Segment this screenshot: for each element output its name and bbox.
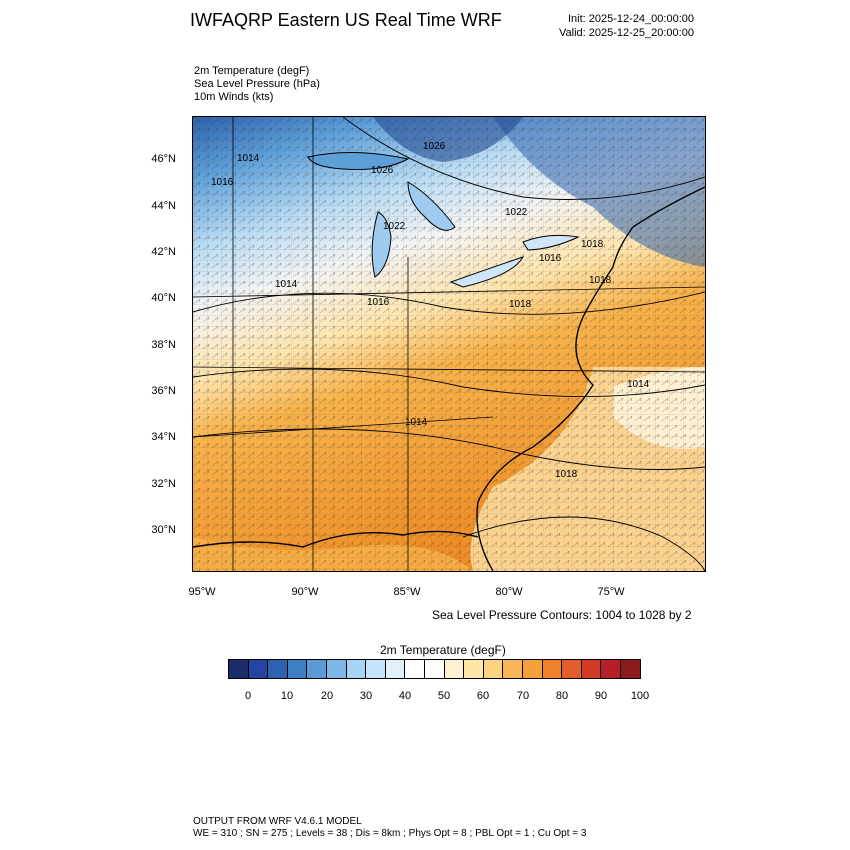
colorbar-label: 40 xyxy=(398,690,412,702)
colorbar-label: 70 xyxy=(516,690,530,702)
colorbar-swatch xyxy=(287,660,308,678)
colorbar-swatch xyxy=(366,660,386,678)
colorbar-swatch xyxy=(307,660,327,678)
colorbar-swatch xyxy=(346,660,367,678)
colorbar-swatch xyxy=(601,660,621,678)
colorbar-swatch xyxy=(620,660,641,678)
lat-label: 32°N xyxy=(151,478,176,490)
isobar-label: 1016 xyxy=(211,177,234,188)
colorbar xyxy=(228,659,642,679)
isobar-label: 1026 xyxy=(423,141,446,152)
colorbar-swatch xyxy=(229,660,249,678)
lat-label: 40°N xyxy=(151,292,176,304)
colorbar-label: 90 xyxy=(594,690,608,702)
colorbar-label: 20 xyxy=(320,690,334,702)
lon-label: 95°W xyxy=(188,586,216,598)
isobar-label: 1018 xyxy=(509,299,532,310)
colorbar-swatch xyxy=(248,660,269,678)
colorbar-swatch xyxy=(268,660,288,678)
colorbar-label: 80 xyxy=(555,690,569,702)
colorbar-label: 10 xyxy=(280,690,294,702)
isobar-label: 1016 xyxy=(539,253,562,264)
lat-label: 44°N xyxy=(151,200,176,212)
colorbar-label: 30 xyxy=(359,690,373,702)
isobar-label: 1016 xyxy=(367,297,390,308)
colorbar-swatch xyxy=(483,660,504,678)
valid-time: Valid: 2025-12-25_20:00:00 xyxy=(559,27,694,39)
isobar-label: 1014 xyxy=(275,279,298,290)
field-label-temperature: 2m Temperature (degF) xyxy=(194,65,310,77)
field-label-pressure: Sea Level Pressure (hPa) xyxy=(194,78,320,90)
colorbar-swatch xyxy=(424,660,445,678)
colorbar-label: 0 xyxy=(244,690,252,702)
isobar-label: 1022 xyxy=(505,207,528,218)
colorbar-label: 100 xyxy=(630,690,650,702)
isobar-label: 1014 xyxy=(405,417,428,428)
colorbar-swatch xyxy=(522,660,543,678)
lat-label: 34°N xyxy=(151,431,176,443)
lon-label: 80°W xyxy=(495,586,523,598)
isobar-label: 1014 xyxy=(627,379,650,390)
colorbar-swatch xyxy=(542,660,563,678)
colorbar-swatch xyxy=(444,660,465,678)
lat-label: 36°N xyxy=(151,385,176,397)
map-canvas xyxy=(192,116,706,572)
map-title: IWFAQRP Eastern US Real Time WRF xyxy=(190,10,502,30)
lon-label: 90°W xyxy=(291,586,319,598)
colorbar-swatch xyxy=(503,660,523,678)
isobar-label: 1018 xyxy=(589,275,612,286)
isobar-label: 1018 xyxy=(555,469,578,480)
model-config: WE = 310 ; SN = 275 ; Levels = 38 ; Dis … xyxy=(193,828,587,839)
init-time: Init: 2025-12-24_00:00:00 xyxy=(568,13,694,25)
colorbar-swatch xyxy=(581,660,602,678)
colorbar-label: 50 xyxy=(437,690,451,702)
isobar-label: 1022 xyxy=(383,221,406,232)
lat-label: 38°N xyxy=(151,339,176,351)
model-footer: OUTPUT FROM WRF V4.6.1 MODEL xyxy=(193,816,362,827)
colorbar-swatch xyxy=(562,660,582,678)
lat-label: 42°N xyxy=(151,246,176,258)
colorbar-swatch xyxy=(385,660,406,678)
weather-map: 1014 1016 1026 1026 1022 1022 1018 1016 … xyxy=(192,116,706,572)
colorbar-title: 2m Temperature (degF) xyxy=(380,643,506,657)
field-label-winds: 10m Winds (kts) xyxy=(194,91,274,103)
colorbar-swatch xyxy=(326,660,347,678)
lon-label: 75°W xyxy=(597,586,625,598)
lat-label: 46°N xyxy=(151,153,176,165)
lat-label: 30°N xyxy=(151,524,176,536)
isobar-label: 1026 xyxy=(371,165,394,176)
slp-contour-note: Sea Level Pressure Contours: 1004 to 102… xyxy=(432,608,692,622)
isobar-label: 1018 xyxy=(581,239,604,250)
colorbar-swatch xyxy=(405,660,425,678)
colorbar-swatch xyxy=(464,660,484,678)
isobar-label: 1014 xyxy=(237,153,260,164)
colorbar-label: 60 xyxy=(476,690,490,702)
lon-label: 85°W xyxy=(393,586,421,598)
